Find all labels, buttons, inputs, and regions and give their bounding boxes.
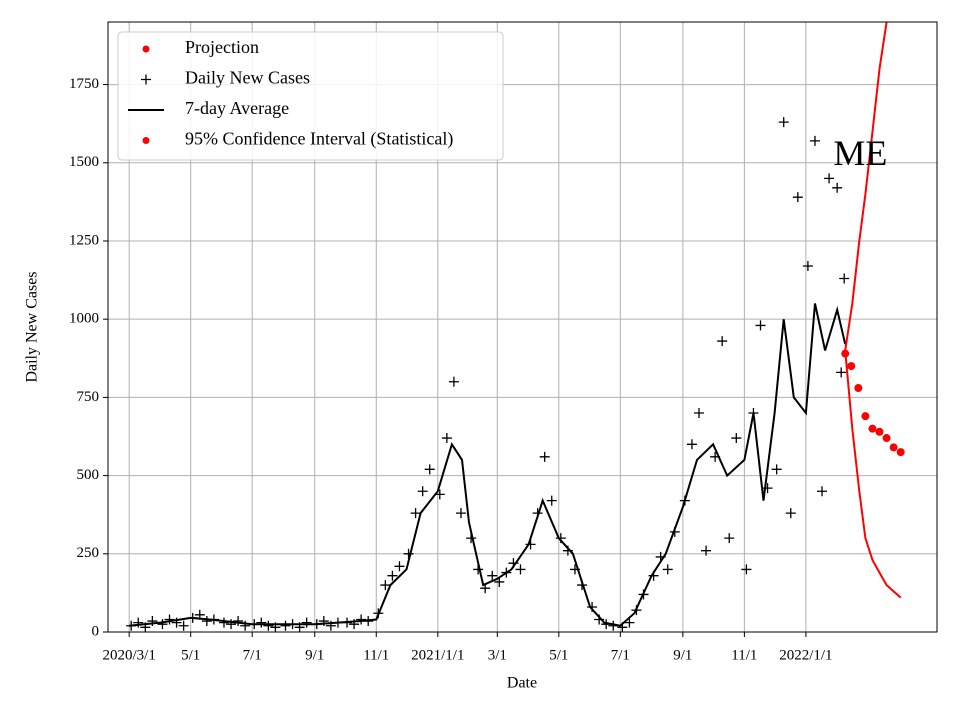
case-marker bbox=[448, 376, 459, 387]
annotation: ME bbox=[833, 133, 887, 173]
legend-swatch bbox=[141, 74, 151, 85]
legend-box bbox=[117, 31, 504, 161]
case-marker bbox=[301, 617, 312, 628]
case-marker bbox=[755, 320, 766, 331]
case-marker bbox=[394, 561, 405, 572]
projection-dot bbox=[889, 443, 898, 452]
case-marker bbox=[410, 508, 421, 519]
projection-dot bbox=[854, 384, 863, 392]
case-marker bbox=[280, 620, 291, 631]
y-tick-label: 1250 bbox=[69, 232, 99, 248]
y-tick-label: 1750 bbox=[69, 76, 99, 92]
case-marker bbox=[424, 464, 435, 475]
case-marker bbox=[157, 619, 168, 630]
x-tick-label: 7/1 bbox=[243, 647, 262, 663]
case-marker bbox=[515, 564, 526, 575]
case-marker bbox=[824, 173, 835, 184]
case-marker bbox=[441, 433, 452, 444]
case-marker bbox=[380, 580, 391, 591]
x-axis-label: Date bbox=[507, 675, 537, 692]
case-marker bbox=[233, 616, 244, 627]
case-marker bbox=[240, 620, 251, 631]
x-tick-label: 11/1 bbox=[363, 647, 389, 663]
case-marker bbox=[417, 486, 428, 497]
projection-dot bbox=[847, 362, 856, 371]
y-tick-label: 500 bbox=[77, 467, 100, 483]
y-tick-label: 750 bbox=[77, 389, 100, 405]
y-tick-label: 1500 bbox=[69, 154, 99, 170]
case-marker bbox=[832, 182, 843, 193]
case-marker bbox=[717, 336, 728, 347]
legend-label: Projection bbox=[185, 37, 259, 57]
x-tick-label: 7/1 bbox=[611, 647, 630, 663]
case-marker bbox=[817, 486, 828, 497]
case-marker bbox=[771, 464, 782, 475]
legend-label: Daily New Cases bbox=[185, 68, 310, 88]
legend-label: 95% Confidence Interval (Statistical) bbox=[185, 129, 453, 150]
case-marker bbox=[539, 451, 550, 462]
x-tick-label: 9/1 bbox=[673, 647, 692, 663]
case-marker bbox=[133, 617, 144, 628]
case-marker bbox=[356, 614, 367, 625]
y-tick-label: 250 bbox=[77, 545, 100, 561]
x-tick-label: 9/1 bbox=[305, 647, 324, 663]
case-marker bbox=[778, 117, 789, 128]
y-tick-label: 1000 bbox=[69, 311, 99, 327]
x-tick-label: 3/1 bbox=[488, 647, 507, 663]
case-marker bbox=[802, 261, 813, 271]
ci-lower bbox=[844, 350, 902, 599]
legend-swatch bbox=[142, 45, 150, 53]
case-marker bbox=[839, 273, 850, 284]
plot-frame bbox=[107, 21, 938, 633]
case-marker bbox=[662, 564, 673, 575]
case-marker bbox=[741, 564, 752, 575]
projection-dot bbox=[868, 424, 877, 433]
case-marker bbox=[785, 508, 796, 519]
projection-dot bbox=[882, 434, 891, 443]
case-marker bbox=[809, 135, 820, 146]
case-marker bbox=[487, 570, 498, 581]
case-marker bbox=[263, 620, 274, 631]
average-line bbox=[129, 303, 847, 627]
x-tick-label: 2022/1/1 bbox=[779, 647, 832, 663]
case-marker bbox=[686, 439, 697, 450]
case-marker bbox=[256, 617, 267, 628]
case-marker bbox=[455, 508, 466, 519]
case-marker bbox=[201, 616, 212, 627]
case-marker bbox=[546, 495, 557, 506]
x-tick-label: 2021/1/1 bbox=[411, 647, 464, 663]
legend-swatch bbox=[142, 137, 150, 144]
case-marker bbox=[403, 548, 414, 559]
case-marker bbox=[387, 570, 398, 581]
case-marker bbox=[218, 617, 229, 628]
projection-dot bbox=[875, 427, 884, 436]
case-marker bbox=[724, 533, 735, 544]
case-marker bbox=[164, 614, 175, 625]
legend-label: 7-day Average bbox=[185, 98, 289, 118]
case-marker bbox=[693, 408, 704, 419]
x-tick-label: 5/1 bbox=[181, 647, 200, 663]
y-tick-label: 0 bbox=[92, 623, 100, 639]
x-tick-label: 11/1 bbox=[731, 647, 757, 663]
ci-upper bbox=[844, 22, 888, 351]
y-axis-label: Daily New Cases bbox=[24, 271, 41, 382]
x-tick-label: 5/1 bbox=[549, 647, 568, 663]
case-marker bbox=[731, 433, 742, 444]
case-marker bbox=[701, 545, 712, 556]
case-marker bbox=[624, 617, 635, 628]
projection-dot bbox=[861, 412, 870, 421]
case-marker bbox=[178, 620, 189, 631]
projection-dot bbox=[896, 448, 905, 457]
x-tick-label: 2020/3/1 bbox=[103, 647, 156, 663]
case-marker bbox=[836, 367, 847, 378]
case-marker bbox=[792, 192, 803, 203]
